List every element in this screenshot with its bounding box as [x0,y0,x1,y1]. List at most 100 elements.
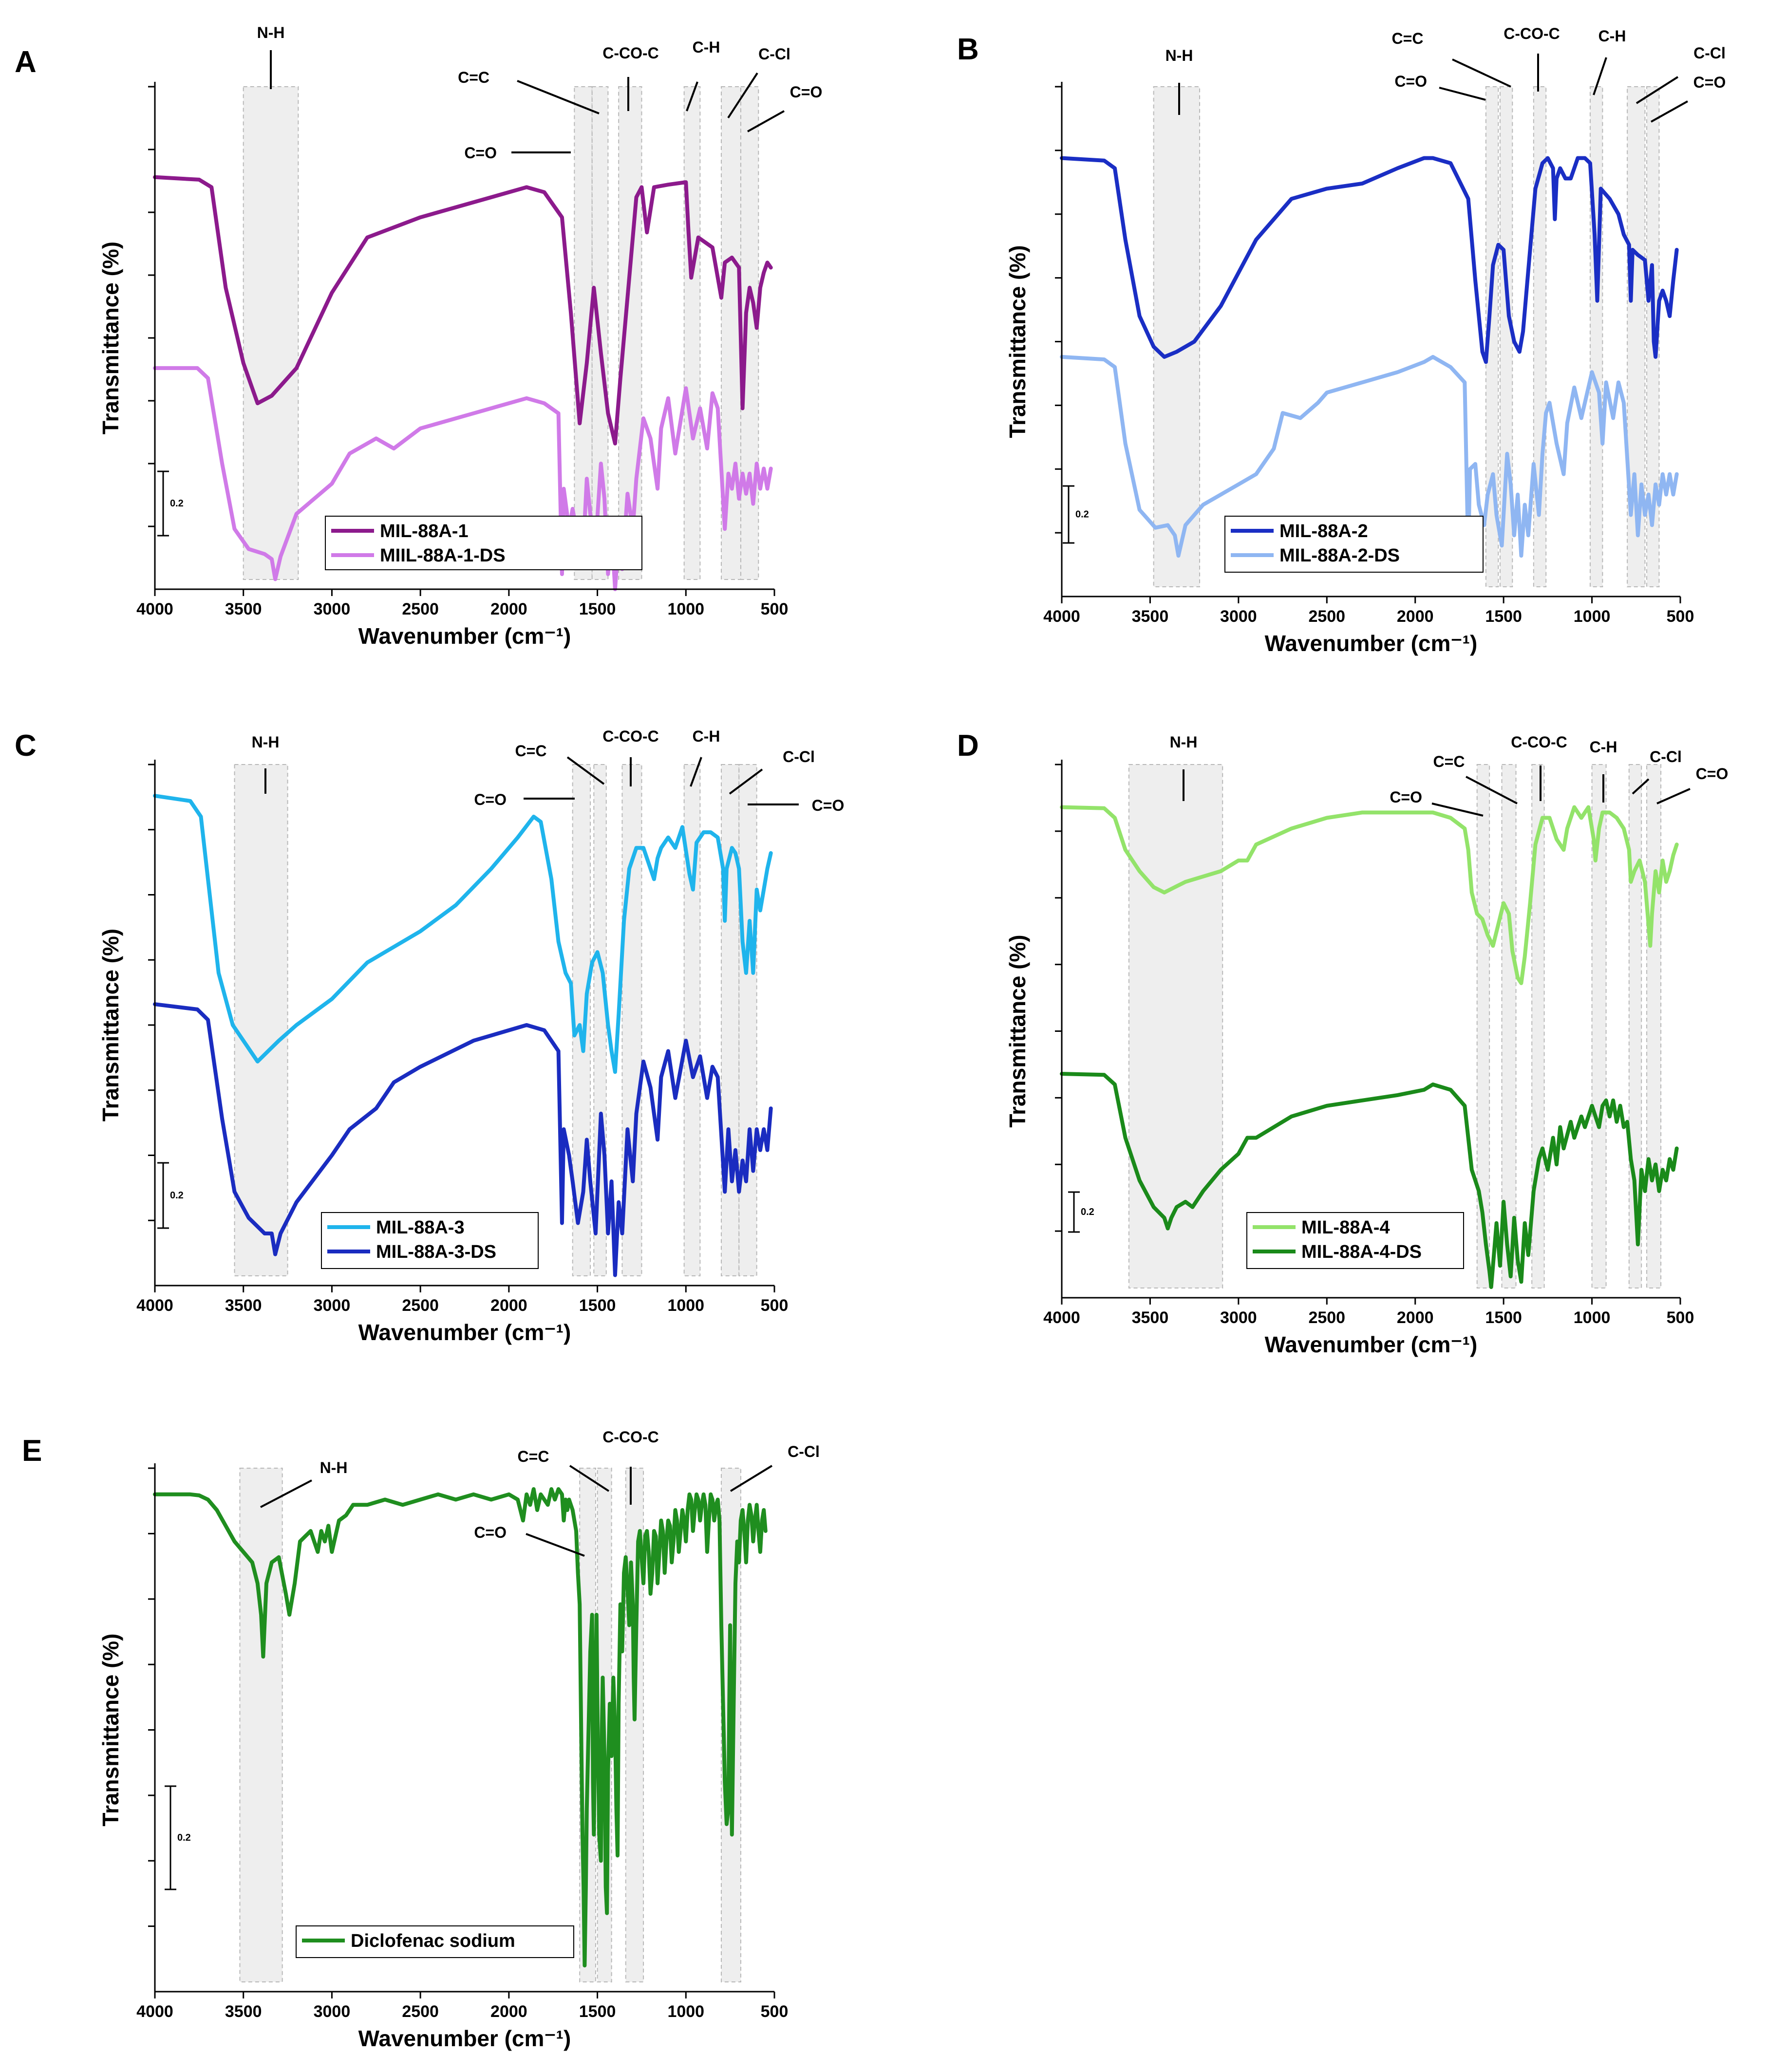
scale-bar-d: 0.2 [1068,1191,1094,1233]
scale-bar-label-c: 0.2 [170,1190,184,1201]
panel-letter-a: A [15,45,37,79]
band-a-3 [618,86,642,580]
x-tick-label-d-5: 1500 [1485,1308,1522,1327]
x-tick-label-b-4: 2000 [1397,607,1434,626]
x-tick-label-c-6: 1000 [667,1296,704,1315]
x-tick-label-b-5: 1500 [1485,607,1522,626]
x-axis-label-b: Wavenumber (cm⁻¹) [1265,631,1478,656]
callout-line-b-6 [1651,100,1688,123]
band-label-b-4: C-H [1598,27,1626,45]
callout-line-e-0 [260,1479,312,1508]
callout-line-c-4 [690,757,702,787]
x-tick-label-b-6: 1000 [1574,607,1611,626]
panel-letter-c: C [15,729,37,763]
band-label-d-5: C-Cl [1650,748,1682,765]
x-axis-label-c: Wavenumber (cm⁻¹) [358,1320,571,1345]
panel-d: D 4000 3500 3000 2500 2000 1500 1000 500 Wavenumb… [957,729,1728,1357]
x-tick-label-b-7: 500 [1667,607,1694,626]
series-line-c-0 [153,794,773,1074]
y-axis-label-d: Transmittance (%) [1005,934,1030,1127]
panel-a: A 4000 3500 3000 2500 2000 1500 1000 500 Wavenumb… [15,24,822,649]
band-c-6 [738,764,757,1276]
y-axis-label-c: Transmittance (%) [98,929,123,1121]
x-tick-label-d-0: 4000 [1043,1308,1080,1327]
x-tick-label-e-2: 3000 [314,2002,351,2021]
x-tick-label-e-6: 1000 [667,2002,704,2021]
panel-letter-b: B [957,33,979,66]
band-d-6 [1646,764,1662,1288]
scale-bar-label-a: 0.2 [170,498,184,509]
scale-bar-label-e: 0.2 [177,1832,191,1843]
callout-line-b-1 [1439,87,1486,101]
x-tick-label-d-7: 500 [1667,1308,1694,1327]
band-label-c-2: C=C [515,742,547,760]
x-tick-label-e-3: 2500 [402,2002,439,2021]
series-line-b-0 [1060,156,1679,364]
callout-line-b-5 [1635,76,1679,104]
x-tick-label-c-7: 500 [761,1296,789,1315]
x-tick-label-d-1: 3500 [1132,1308,1169,1327]
band-b-0 [1153,86,1201,587]
panel-c: C 4000 3500 3000 2500 2000 1500 1000 500 Wavenumb… [15,728,844,1345]
band-label-b-2: C=C [1392,30,1424,47]
band-label-a-1: C=C [458,69,489,86]
band-label-e-4: C-Cl [788,1443,820,1460]
legend-label-b-0: MIL-88A-2 [1279,521,1368,541]
series-line-e-0 [153,1487,768,1968]
band-label-c-6: C=O [812,797,845,814]
band-label-b-5: C-Cl [1693,44,1726,62]
callout-line-d-5 [1632,778,1650,795]
band-label-c-3: C-CO-C [602,728,659,745]
x-axis-label-d: Wavenumber (cm⁻¹) [1265,1332,1478,1357]
legend-label-b-1: MIL-88A-2-DS [1279,545,1400,566]
scale-bar-label-d: 0.2 [1081,1207,1094,1217]
callout-line-e-1 [526,1533,585,1557]
callout-line-d-6 [1656,788,1691,804]
x-axis-label-a: Wavenumber (cm⁻¹) [358,623,571,649]
callout-line-a-1 [517,80,600,114]
callout-line-c-5 [729,768,763,795]
band-label-a-6: C=O [790,83,823,101]
band-label-d-3: C-CO-C [1511,733,1567,751]
series-line-c-1 [153,1002,773,1277]
x-tick-label-c-1: 3500 [225,1296,262,1315]
panel-letter-d: D [957,729,979,763]
band-label-a-0: N-H [257,24,285,41]
x-tick-label-a-3: 2500 [402,600,439,618]
band-label-e-2: C=C [518,1448,549,1465]
band-label-e-3: C-CO-C [602,1428,659,1446]
panel-e: E 4000 3500 3000 2500 2000 1500 1000 500 Wavenumb… [22,1428,820,2051]
band-d-0 [1128,764,1223,1288]
callout-line-a-5 [727,72,758,119]
series-line-b-1 [1060,355,1679,558]
band-label-b-6: C=O [1693,74,1726,91]
band-label-c-4: C-H [693,728,720,745]
y-axis-label-a: Transmittance (%) [98,242,123,434]
panel-letter-e: E [22,1434,42,1468]
band-label-c-5: C-Cl [783,748,815,765]
legend-a: MIL-88A-1 MIIL-88A-1-DS [325,516,642,570]
legend-b: MIL-88A-2 MIL-88A-2-DS [1224,516,1484,573]
legend-label-e-0: Diclofenac sodium [351,1931,515,1951]
x-tick-label-a-2: 3000 [314,600,351,618]
band-label-e-0: N-H [320,1459,348,1476]
x-tick-label-e-0: 4000 [136,2002,173,2021]
band-label-c-0: N-H [252,733,280,751]
band-label-d-0: N-H [1170,733,1198,751]
scale-bar-label-b: 0.2 [1075,509,1089,520]
x-tick-label-a-4: 2000 [490,600,527,618]
scale-bar-c: 0.2 [157,1162,184,1229]
callout-line-c-2 [566,756,605,785]
series-line-d-1 [1060,1072,1679,1289]
scale-bar-b: 0.2 [1063,485,1089,544]
callout-line-e-4 [730,1465,773,1492]
scale-bar-a: 0.2 [157,470,184,537]
band-label-a-3: C-CO-C [602,44,659,62]
x-tick-label-b-0: 4000 [1043,607,1080,626]
legend-label-d-0: MIL-88A-4 [1301,1217,1390,1238]
band-label-b-1: C=O [1394,73,1427,90]
callout-line-d-2 [1466,776,1518,804]
band-label-b-0: N-H [1165,47,1193,64]
band-e-0 [239,1468,283,1982]
x-axis-label-e: Wavenumber (cm⁻¹) [358,2026,571,2051]
